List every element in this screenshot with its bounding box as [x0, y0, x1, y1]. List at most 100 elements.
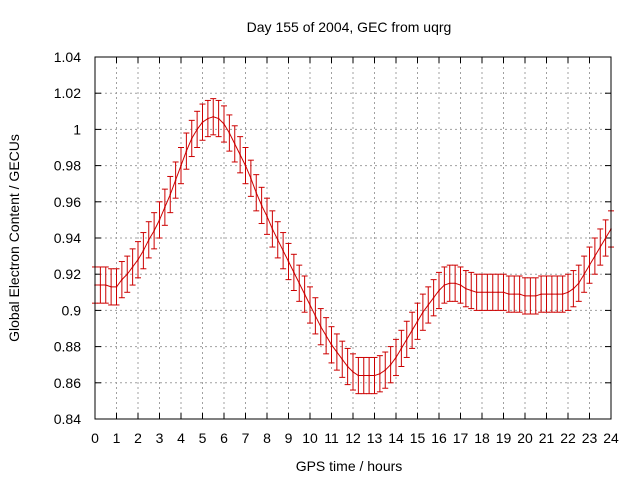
error-bar: [452, 264, 459, 302]
data-point: [604, 237, 607, 239]
error-bar: [419, 293, 426, 331]
error-bar: [543, 275, 550, 313]
error-bar: [140, 232, 147, 270]
data-point: [303, 293, 306, 295]
data-point: [518, 293, 521, 295]
data-point: [572, 287, 575, 290]
data-point: [121, 278, 123, 281]
x-tick-label: 23: [582, 430, 598, 446]
data-point: [438, 289, 440, 292]
error-bar: [317, 308, 324, 346]
error-bar: [339, 340, 346, 378]
data-point: [314, 315, 317, 317]
data-point: [470, 289, 473, 292]
data-point: [212, 115, 215, 118]
y-tick-label: 1.02: [54, 85, 81, 101]
error-bar: [178, 147, 184, 185]
data-point: [432, 296, 435, 299]
data-point: [142, 249, 145, 252]
error-bar: [581, 255, 588, 293]
data-point: [287, 260, 290, 263]
y-tick-label: 0.98: [54, 158, 81, 174]
error-bar: [296, 264, 303, 302]
x-tick-label: 12: [345, 430, 361, 446]
error-bar: [500, 273, 507, 311]
error-bar: [522, 277, 528, 315]
error-bar: [602, 219, 609, 257]
data-point: [465, 287, 467, 290]
data-point: [223, 123, 225, 125]
data-point: [266, 215, 268, 218]
x-tick-label: 21: [539, 430, 555, 446]
data-point: [169, 193, 172, 196]
error-bar: [102, 266, 109, 304]
data-point: [556, 293, 559, 295]
error-bar: [371, 356, 378, 395]
error-bar: [559, 275, 566, 313]
x-tick-label: 16: [431, 430, 447, 446]
error-bar: [124, 255, 131, 293]
data-point: [147, 239, 150, 241]
data-point: [427, 304, 430, 306]
data-point: [180, 164, 182, 167]
error-bar: [188, 119, 195, 158]
error-bar: [425, 286, 432, 324]
x-tick-labels: 0 1 2 3 4 5 6 7 8 9 10 11 12 13 14 15 16 17 18 19 20 21 22 23 24: [91, 430, 619, 446]
data-point: [319, 325, 322, 328]
data-point: [379, 372, 381, 375]
error-bar: [436, 271, 442, 310]
error-bar: [242, 147, 249, 185]
x-tick-label: 6: [220, 430, 228, 446]
x-tick-label: 15: [410, 430, 426, 446]
data-point: [233, 143, 236, 145]
error-bar: [398, 329, 405, 368]
data-point: [551, 293, 553, 295]
data-point: [416, 320, 419, 323]
error-bar: [430, 279, 437, 317]
error-bar: [565, 273, 571, 311]
chart-title: Day 155 of 2004, GEC from uqrg: [247, 19, 452, 35]
error-bar: [161, 188, 168, 226]
y-tick-label: 0.84: [54, 411, 81, 427]
error-bar: [199, 103, 206, 141]
error-bar: [511, 275, 518, 313]
x-tick-label: 13: [367, 430, 383, 446]
y-tick-label: 0.88: [54, 339, 81, 355]
error-bar: [151, 212, 158, 250]
error-bar: [247, 159, 254, 197]
data-point: [217, 117, 220, 120]
y-tick-label: 0.9: [62, 302, 82, 318]
x-tick-label: 3: [156, 430, 164, 446]
x-tick-label: 18: [474, 430, 490, 446]
data-point: [405, 338, 408, 341]
x-tick-label: 7: [242, 430, 250, 446]
data-point: [513, 293, 516, 295]
error-bar: [301, 275, 308, 313]
error-bar: [231, 125, 238, 163]
data-point: [244, 164, 247, 167]
error-bar: [446, 264, 453, 302]
error-bar: [290, 253, 297, 291]
error-bar: [210, 98, 217, 136]
error-bar: [554, 275, 561, 313]
data-point: [126, 273, 129, 276]
x-tick-label: 11: [324, 430, 339, 446]
x-axis-label: GPS time / hours: [296, 458, 403, 474]
data-point: [362, 374, 365, 377]
data-point: [207, 117, 209, 120]
data-point: [588, 264, 591, 266]
data-point: [336, 351, 338, 353]
data-point: [491, 291, 494, 294]
data-point: [99, 284, 102, 286]
data-point: [190, 137, 193, 140]
data-point: [567, 291, 569, 294]
error-bar: [597, 228, 604, 266]
data-point: [395, 356, 397, 359]
error-bar: [312, 297, 319, 335]
data-point: [309, 304, 311, 306]
x-tick-label: 0: [91, 430, 99, 446]
data-point: [384, 369, 387, 371]
x-tick-label: 19: [496, 430, 512, 446]
error-bar: [548, 275, 555, 313]
